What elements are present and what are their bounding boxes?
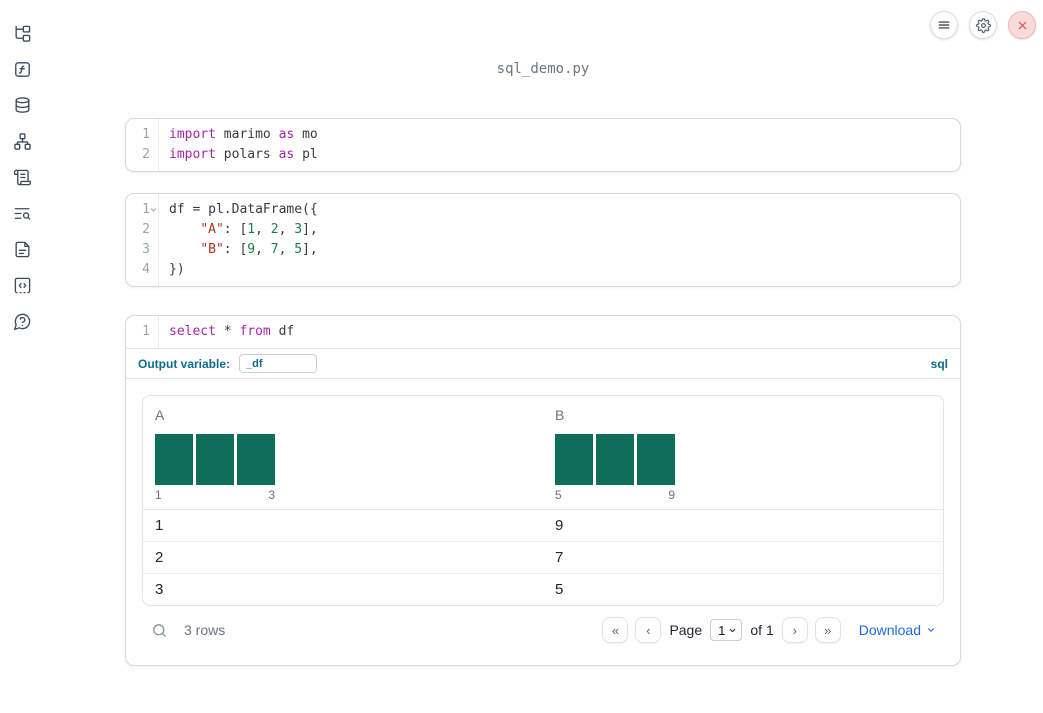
column-label: B	[555, 407, 565, 423]
table-header: A 1 3 B	[143, 396, 943, 510]
document-icon[interactable]	[12, 239, 32, 259]
chevron-left-icon: ‹	[646, 622, 651, 638]
histogram-bar	[555, 434, 593, 485]
table-cell: 7	[555, 549, 564, 566]
prev-page-button[interactable]: ‹	[635, 617, 662, 643]
cell-dataframe[interactable]: 1 2 3 4 df = pl.DataFrame({ "A": [1, 2, …	[125, 193, 961, 287]
sql-output-area: A 1 3 B	[126, 379, 960, 658]
page-select[interactable]: 1	[710, 619, 743, 641]
table-cell: 1	[155, 517, 164, 534]
chevrons-left-icon: «	[611, 622, 620, 638]
download-button[interactable]: Download	[859, 622, 936, 638]
chevrons-right-icon: »	[824, 622, 832, 638]
page-total: of 1	[750, 622, 774, 638]
histogram-axis-labels: 1 3	[155, 488, 275, 502]
histogram-bar	[196, 434, 234, 485]
top-actions	[930, 11, 1036, 39]
histogram-bar	[237, 434, 275, 485]
code-line: import marimo as mo	[169, 127, 318, 142]
settings-gear-icon[interactable]	[969, 11, 997, 39]
snippets-scroll-icon[interactable]	[12, 167, 32, 187]
cell-sql[interactable]: 1 select * from df Output variable: sql …	[125, 315, 961, 666]
line-number-gutter: 1 2	[126, 119, 159, 171]
last-page-button[interactable]: »	[814, 617, 841, 643]
file-tree-icon[interactable]	[12, 23, 32, 43]
table-cell: 3	[155, 581, 164, 598]
helper-sidebar	[0, 0, 44, 713]
code-line: "B": [9, 7, 5],	[200, 242, 318, 257]
row-count: 3 rows	[184, 622, 226, 638]
table-footer: 3 rows « ‹ Page 1 of 1 › » Download	[142, 612, 944, 648]
histogram-bar	[596, 434, 634, 485]
table-row[interactable]: 2 7	[143, 541, 943, 573]
line-number-gutter: 1 2 3 4	[126, 194, 159, 286]
chevron-right-icon: ›	[792, 622, 797, 638]
dependency-graph-icon[interactable]	[12, 131, 32, 151]
shutdown-close-icon[interactable]	[1008, 11, 1036, 39]
line-number-gutter: 1	[126, 316, 159, 348]
table-cell: 5	[555, 581, 564, 598]
page-label: Page	[669, 622, 703, 638]
fold-chevron-down-icon[interactable]	[150, 207, 157, 213]
code-line: })	[169, 262, 185, 277]
output-variable-input[interactable]	[239, 354, 318, 373]
language-badge: sql	[930, 356, 948, 371]
table-cell: 2	[155, 549, 164, 566]
table-row[interactable]: 3 5	[143, 573, 943, 605]
output-variable-label: Output variable:	[138, 356, 231, 371]
next-page-button[interactable]: ›	[781, 617, 808, 643]
pagination: « ‹ Page 1 of 1 › »	[602, 617, 841, 643]
code-editor[interactable]: 1 2 3 4 df = pl.DataFrame({ "A": [1, 2, …	[126, 194, 960, 286]
sql-editor[interactable]: 1 select * from df	[126, 316, 960, 348]
search-icon[interactable]	[151, 622, 168, 639]
histogram-bar	[155, 434, 193, 485]
column-a-histogram	[155, 434, 275, 485]
chevron-down-icon	[730, 628, 736, 632]
logs-search-icon[interactable]	[12, 203, 32, 223]
function-icon[interactable]	[12, 59, 32, 79]
table-row[interactable]: 1 9	[143, 510, 943, 541]
column-label: A	[155, 407, 165, 423]
code-line: "A": [1, 2, 3],	[200, 222, 318, 237]
cell-imports[interactable]: 1 2 import marimo as mo import polars as…	[125, 118, 961, 172]
column-header-a[interactable]: A 1 3	[143, 396, 543, 509]
help-icon[interactable]	[12, 311, 32, 331]
column-b-histogram	[555, 434, 675, 485]
table-cell: 9	[555, 517, 564, 534]
code-line: df = pl.DataFrame({	[169, 202, 318, 217]
column-header-b[interactable]: B 5 9	[543, 396, 943, 509]
first-page-button[interactable]: «	[602, 617, 629, 643]
database-icon[interactable]	[12, 95, 32, 115]
scratchpad-code-icon[interactable]	[12, 275, 32, 295]
code-line: select * from df	[169, 324, 295, 339]
code-line: import polars as pl	[169, 147, 318, 162]
notebook-filename[interactable]: sql_demo.py	[496, 61, 590, 77]
histogram-bar	[637, 434, 675, 485]
code-editor[interactable]: 1 2 import marimo as mo import polars as…	[126, 119, 960, 171]
menu-icon[interactable]	[930, 11, 958, 39]
sql-meta-row: Output variable: sql	[126, 348, 960, 379]
chevron-down-icon	[927, 628, 935, 632]
dataframe-table: A 1 3 B	[142, 395, 944, 606]
histogram-axis-labels: 5 9	[555, 488, 675, 502]
